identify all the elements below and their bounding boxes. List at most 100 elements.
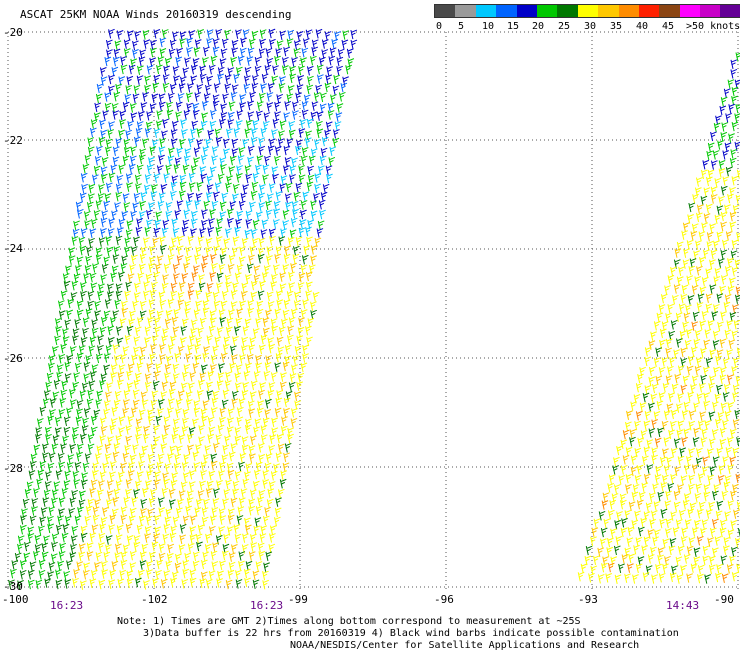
wind-barb (180, 76, 187, 86)
wind-barb (87, 137, 95, 147)
wind-barb (185, 255, 192, 266)
wind-barb (94, 102, 102, 113)
wind-barb (104, 443, 112, 454)
wind-barb (171, 433, 179, 444)
wind-barb (658, 366, 666, 377)
wind-barb (267, 488, 275, 498)
wind-barb (55, 579, 63, 590)
wind-barb (228, 101, 236, 112)
wind-barb (630, 455, 638, 465)
wind-barb (177, 93, 185, 103)
wind-barb (62, 435, 69, 446)
wind-barb (262, 317, 270, 327)
wind-barb (698, 420, 705, 430)
wind-barb (193, 147, 201, 157)
wind-barb (189, 569, 197, 579)
wind-barb (224, 435, 231, 445)
wind-barb (729, 277, 736, 287)
legend-label: 25 (558, 21, 571, 32)
wind-barb (660, 293, 668, 304)
wind-barb (52, 435, 60, 445)
wind-barb (136, 75, 144, 85)
wind-barb (48, 355, 56, 365)
wind-barb (115, 543, 122, 554)
wind-barb (717, 475, 725, 485)
wind-barb (162, 274, 169, 284)
wind-barb (224, 274, 232, 284)
wind-barb (247, 100, 254, 111)
wind-barb (684, 339, 692, 350)
wind-barb (82, 382, 89, 393)
wind-barb (287, 433, 294, 444)
wind-barb (260, 229, 268, 239)
wind-barb (278, 83, 286, 93)
wind-barb (149, 57, 157, 67)
wind-barb (194, 92, 202, 102)
legend-label: 15 (507, 21, 520, 32)
wind-barb (76, 300, 84, 310)
wind-barb (114, 552, 122, 562)
wind-barb (616, 445, 623, 456)
wind-barb (227, 417, 234, 427)
wind-barb (249, 245, 257, 256)
wind-barb (51, 533, 59, 543)
wind-barb (173, 418, 180, 428)
wind-barb (305, 29, 313, 39)
wind-barb (276, 336, 284, 347)
wind-barb (660, 482, 668, 492)
wind-barb (111, 406, 119, 417)
wind-barb (267, 145, 275, 156)
wind-barb (694, 492, 702, 503)
wind-barb (210, 55, 218, 66)
wind-barb (727, 285, 735, 296)
wind-barb (710, 249, 718, 260)
wind-barb (199, 65, 207, 76)
wind-barb (258, 145, 266, 156)
wind-barb (236, 165, 243, 175)
wind-barb (128, 64, 136, 75)
wind-barb (305, 226, 312, 237)
wind-barb (707, 537, 714, 547)
wind-barb (162, 533, 170, 544)
wind-barb (127, 415, 135, 426)
wind-barb (80, 433, 87, 444)
wind-barb (330, 94, 337, 104)
wind-barb (131, 246, 138, 256)
wind-barb (238, 551, 246, 561)
wind-barb (86, 542, 94, 553)
wind-barb (276, 290, 283, 300)
wind-barb (217, 570, 224, 581)
wind-barb (45, 381, 53, 392)
wind-barb (90, 282, 98, 293)
wind-barb (201, 364, 208, 374)
wind-barb (700, 527, 707, 538)
wind-barb (297, 282, 305, 292)
wind-barb (712, 401, 719, 412)
wind-barb (722, 239, 729, 250)
lat-label: -20 (3, 26, 23, 39)
wind-barb (94, 561, 101, 572)
wind-barb (125, 435, 133, 446)
wind-barb (181, 578, 189, 589)
wind-barb (57, 560, 64, 571)
wind-barb (237, 506, 245, 516)
wind-barb (268, 228, 276, 239)
wind-barb (301, 254, 309, 265)
wind-barb (712, 456, 720, 466)
wind-barb (236, 210, 244, 221)
wind-barb (709, 466, 717, 476)
wind-barb (333, 129, 340, 139)
wind-barb (274, 146, 282, 156)
wind-barb (258, 202, 266, 212)
wind-barb (292, 110, 299, 120)
wind-barb (712, 150, 720, 160)
wind-barb (139, 560, 147, 570)
wind-barb (266, 291, 274, 302)
wind-barb (177, 498, 184, 509)
wind-barb (212, 345, 220, 356)
wind-barb (670, 473, 677, 484)
wind-barb (262, 164, 270, 175)
wind-barb (99, 523, 107, 534)
wind-barb (618, 563, 625, 574)
wind-barb (216, 480, 223, 490)
